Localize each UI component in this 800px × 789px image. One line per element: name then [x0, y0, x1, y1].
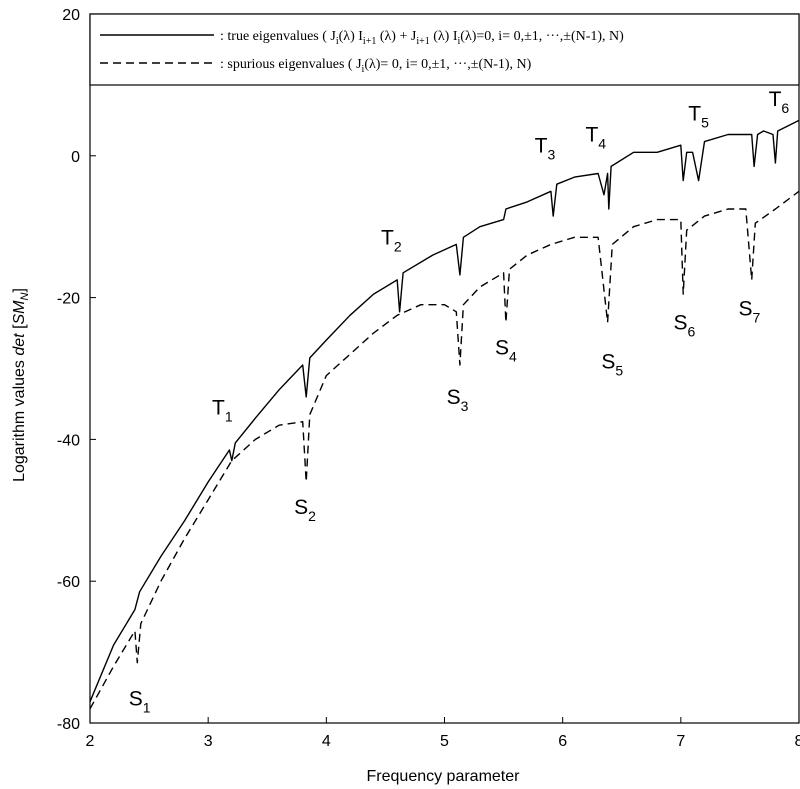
- annotation-label: T1: [212, 397, 233, 425]
- legend: [89, 13, 800, 86]
- y-tick-label: 20: [62, 7, 80, 24]
- y-tick-label: -60: [57, 574, 80, 591]
- y-tick-label: -80: [57, 716, 80, 733]
- x-tick-label: 7: [676, 733, 685, 750]
- x-tick-label: 6: [558, 733, 567, 750]
- legend-entry-spurious: : spurious eigenvalues ( Ji​(λ)= 0, i= 0…: [220, 57, 532, 75]
- legend-entry-true: : true eigenvalues ( Ji​(λ) Ii+1​ (λ) + …: [220, 29, 624, 47]
- x-axis-label: Frequency parameter: [367, 768, 521, 785]
- annotation-label: T5: [688, 102, 709, 130]
- series-line-spurious: [89, 190, 800, 710]
- annotation-label: S1: [129, 687, 151, 715]
- x-tick-label: 8: [795, 733, 800, 750]
- x-tick-label: 2: [86, 733, 95, 750]
- annotation-label: T6: [769, 88, 790, 116]
- annotation-label: S5: [601, 351, 623, 379]
- y-axis-label: Logarithm values det [SMN]: [11, 288, 31, 482]
- y-tick-label: 0: [71, 149, 80, 166]
- annotation-label: S3: [447, 386, 469, 414]
- annotation-label: T4: [585, 124, 606, 152]
- y-tick-label: -20: [57, 291, 80, 308]
- x-tick-label: 3: [204, 733, 213, 750]
- annotation-label: S2: [294, 496, 316, 524]
- y-tick-label: -40: [57, 432, 80, 449]
- x-tick-label: 5: [440, 733, 449, 750]
- annotation-label: T2: [381, 226, 402, 254]
- annotation-label: S4: [495, 336, 517, 364]
- annotation-label: S7: [738, 297, 760, 325]
- x-tick-label: 4: [322, 733, 331, 750]
- annotation-label: T3: [535, 134, 556, 162]
- series-line-true: [89, 119, 800, 702]
- annotation-label: S6: [673, 312, 695, 340]
